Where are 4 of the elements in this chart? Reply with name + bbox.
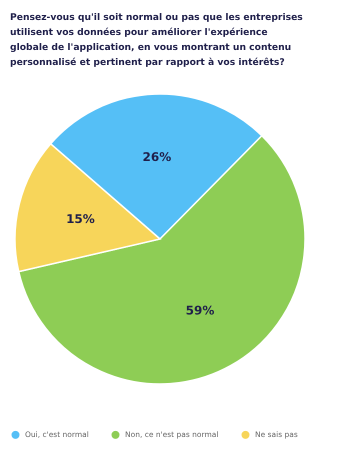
data-label: 59%	[186, 304, 214, 318]
data-label: 26%	[142, 150, 172, 164]
chart-title: Pensez-vous qu'il soit normal ou pas que les entreprises utilisent vos données pour améliorer l'expérience globale de l'application, en vous montrant un contenu personnalisé et pertinent par rapport à vos intérêts?	[10, 12, 304, 68]
data-label: 15%	[66, 212, 95, 226]
